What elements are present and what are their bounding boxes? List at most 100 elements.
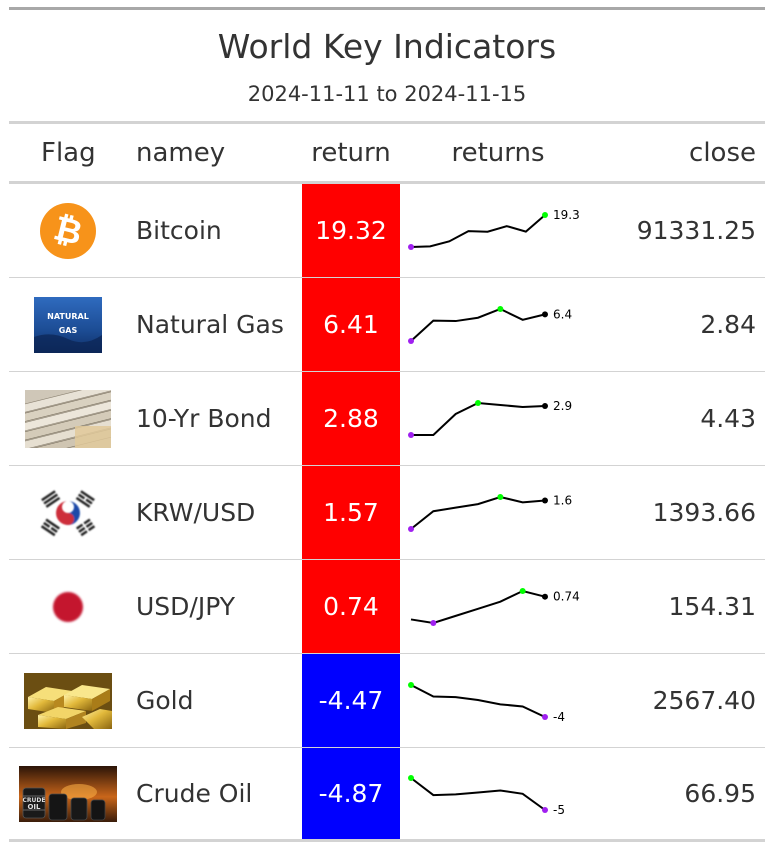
header-flag: Flag bbox=[41, 137, 96, 168]
sparkline-end-label: 6.4 bbox=[553, 307, 572, 321]
sparkline: 0.74 bbox=[410, 587, 580, 626]
flag-cell: NATURAL GAS bbox=[9, 278, 126, 371]
close-value: 4.43 bbox=[700, 404, 756, 433]
icon-text: OIL bbox=[27, 803, 41, 811]
return-cell: -4.47 bbox=[302, 654, 400, 747]
sparkline: 19.3 bbox=[408, 208, 580, 250]
sparkline-path bbox=[410, 683, 546, 718]
asset-name: Bitcoin bbox=[136, 216, 222, 245]
close-value: 2567.40 bbox=[652, 686, 756, 715]
close-value: 1393.66 bbox=[652, 498, 756, 527]
table-header: Flag namey return returns close bbox=[9, 124, 765, 181]
sparkline-min-point bbox=[430, 619, 437, 626]
name-cell: Gold bbox=[126, 654, 302, 747]
sparkline-end-point bbox=[542, 593, 548, 600]
flag-cell bbox=[9, 466, 126, 559]
close-value: 2.84 bbox=[700, 310, 756, 339]
icon-text: CRUDE bbox=[22, 797, 45, 804]
sparkline: -5 bbox=[408, 774, 565, 817]
sparkline-path bbox=[410, 213, 546, 248]
name-cell: Bitcoin bbox=[126, 184, 302, 277]
table-row: Gold -4.47 -4 2567.40 bbox=[9, 654, 765, 748]
sparkline-end-point bbox=[542, 497, 548, 504]
return-cell: 1.57 bbox=[302, 466, 400, 559]
header-top-rule bbox=[9, 121, 765, 124]
sparkline-end-label: 0.74 bbox=[553, 589, 580, 603]
name-cell: Crude Oil bbox=[126, 748, 302, 839]
header-close: close bbox=[689, 137, 756, 168]
close-cell: 4.43 bbox=[596, 372, 765, 465]
bitcoin-logo-icon: ₿ bbox=[39, 202, 96, 259]
indicator-table: World Key Indicators 2024-11-11 to 2024-… bbox=[9, 7, 765, 842]
name-cell: 10-Yr Bond bbox=[126, 372, 302, 465]
close-value: 154.31 bbox=[668, 592, 756, 621]
asset-name: Gold bbox=[136, 686, 194, 715]
asset-name: USD/JPY bbox=[136, 592, 236, 621]
close-value: 66.95 bbox=[684, 779, 756, 808]
sparkline-min-point bbox=[408, 243, 414, 250]
sparkline-end-point bbox=[542, 402, 548, 409]
return-value: 6.41 bbox=[323, 310, 379, 339]
sparkline-min-point bbox=[408, 431, 414, 438]
table-row: CRUDE OIL Crude Oil -4.87 -5 66.95 bbox=[9, 748, 765, 842]
close-value: 91331.25 bbox=[636, 216, 756, 245]
table-row: ₿ Bitcoin 19.32 19.3 91331.25 bbox=[9, 184, 765, 278]
asset-name: KRW/USD bbox=[136, 498, 256, 527]
sparkline-path bbox=[410, 307, 546, 342]
sparkline-end-label: 19.3 bbox=[553, 208, 580, 222]
sparkline-end-label: 1.6 bbox=[553, 493, 572, 507]
table-row: NATURAL GAS Natural Gas 6.41 6.4 2.84 bbox=[9, 278, 765, 372]
natural-gas-icon: NATURAL GAS bbox=[33, 296, 102, 353]
sparkline-min-point bbox=[408, 525, 414, 532]
sparkline: 1.6 bbox=[408, 493, 572, 532]
sparkline-max-point bbox=[408, 681, 414, 688]
sparkline-min-point bbox=[542, 713, 548, 720]
flag-cell bbox=[9, 372, 126, 465]
table-subtitle: 2024-11-11 to 2024-11-15 bbox=[247, 82, 527, 106]
flag-cell bbox=[9, 654, 126, 747]
icon-text: GAS bbox=[58, 326, 77, 335]
return-cell: -4.87 bbox=[302, 748, 400, 839]
return-value: 19.32 bbox=[315, 216, 387, 245]
top-rule bbox=[9, 7, 765, 10]
gold-bars-icon bbox=[23, 672, 112, 729]
return-cell: 2.88 bbox=[302, 372, 400, 465]
japan-flag-icon bbox=[52, 591, 83, 622]
sparkline-max-point bbox=[497, 305, 504, 312]
name-cell: Natural Gas bbox=[126, 278, 302, 371]
close-cell: 2.84 bbox=[596, 278, 765, 371]
sparkline-path bbox=[410, 776, 546, 811]
name-cell: KRW/USD bbox=[126, 466, 302, 559]
sparkline-end-point bbox=[542, 310, 548, 317]
name-cell: USD/JPY bbox=[126, 560, 302, 653]
sparkline: -4 bbox=[408, 681, 565, 724]
sparkline-max-point bbox=[497, 493, 504, 500]
close-cell: 66.95 bbox=[596, 748, 765, 839]
table-body: ₿ Bitcoin 19.32 19.3 91331.25 bbox=[9, 184, 765, 842]
close-cell: 91331.25 bbox=[596, 184, 765, 277]
table-row: 10-Yr Bond 2.88 2.9 4.43 bbox=[9, 372, 765, 466]
sparkline: 2.9 bbox=[408, 399, 572, 438]
return-value: -4.47 bbox=[318, 686, 384, 715]
sparkline: 6.4 bbox=[408, 305, 572, 344]
flag-cell: CRUDE OIL bbox=[9, 748, 126, 839]
icon-text: NATURAL bbox=[47, 312, 89, 321]
return-value: 1.57 bbox=[323, 498, 379, 527]
sparkline-max-point bbox=[408, 774, 414, 781]
asset-name: Natural Gas bbox=[136, 310, 284, 339]
sparkline-end-label: 2.9 bbox=[553, 399, 572, 413]
sparkline-end-label: -5 bbox=[553, 803, 565, 817]
header-return: return bbox=[311, 137, 391, 168]
flag-cell: ₿ bbox=[9, 184, 126, 277]
sparkline-cell: 19.3 bbox=[400, 184, 596, 277]
sparkline-path bbox=[410, 589, 546, 624]
return-cell: 19.32 bbox=[302, 184, 400, 277]
bond-certificates-icon bbox=[24, 389, 111, 448]
south-korea-flag-icon bbox=[40, 489, 95, 536]
sparkline-cell: 2.9 bbox=[400, 372, 596, 465]
asset-name: Crude Oil bbox=[136, 779, 253, 808]
table-row: KRW/USD 1.57 1.6 1393.66 bbox=[9, 466, 765, 560]
sparkline-cell: -5 bbox=[400, 748, 596, 839]
crude-oil-barrels-icon: CRUDE OIL bbox=[18, 765, 117, 822]
header-returns: returns bbox=[451, 137, 545, 168]
